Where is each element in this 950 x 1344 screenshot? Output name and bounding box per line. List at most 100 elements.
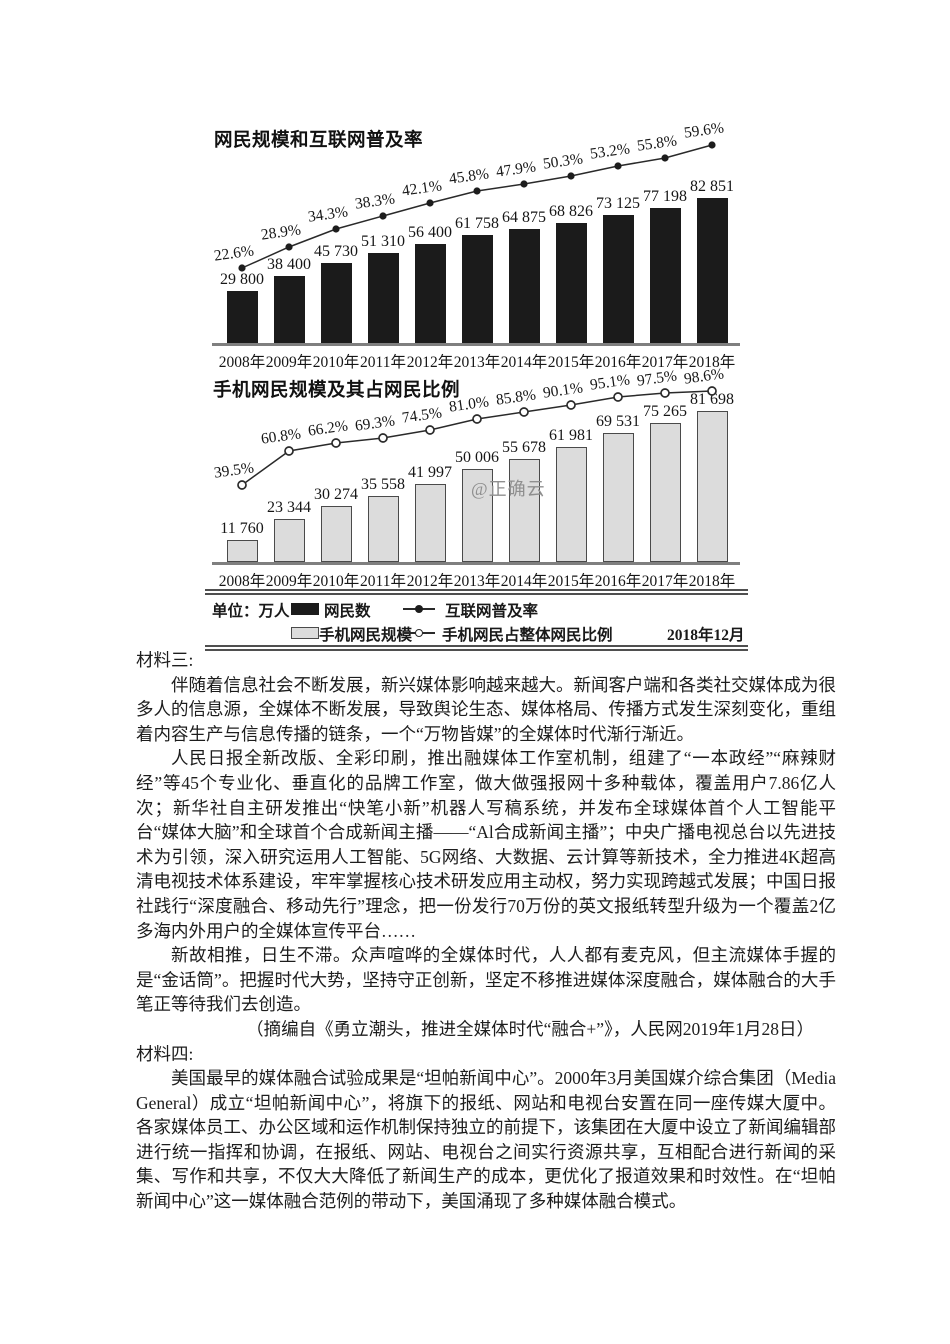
data-point-filled-dot [661,154,669,162]
legend-bottom-rule-2 [205,649,748,651]
section-heading: 材料四: [136,1043,194,1064]
bar-2014年 [508,229,540,343]
bar-2018年 [696,411,728,562]
legend-bottom-rule-1 [205,645,748,647]
year-label: 2011年 [360,354,406,371]
bar-value-label: 23 344 [267,499,311,516]
data-point-open-dot [378,433,388,443]
legend-item-label: 手机网民占整体网民比例 [442,627,613,644]
data-point-filled-dot [708,141,716,149]
line-filled-dot-swatch-icon [403,604,435,613]
data-point-open-dot [425,425,435,435]
bar-2012年 [414,244,446,343]
chart2-x-axis [212,562,740,565]
percent-label: 39.5% [212,459,255,482]
bar-value-label: 30 274 [314,486,358,503]
year-label: 2012年 [406,354,454,371]
bar-value-label: 11 760 [220,520,264,537]
paragraph: 美国最早的媒体融合试验成果是“坦帕新闻中心”。2000年3月美国媒介综合集团（M… [136,1068,836,1212]
bar-2009年 [273,276,305,343]
bar-2011年 [367,496,399,562]
bar-value-label: 82 851 [690,178,734,195]
paragraph: 人民日报全新改版、全彩印刷，推出融媒体工作室机制，组建了“一本政经”“麻辣财经”… [136,748,836,941]
bar-2017年 [649,423,681,562]
year-label: 2012年 [406,573,454,590]
data-point-filled-dot [426,199,434,207]
data-point-open-dot [284,446,294,456]
year-label: 2010年 [312,354,360,371]
year-label: 2011年 [360,573,406,590]
data-point-open-dot [237,480,247,490]
bar-2015年 [555,447,587,562]
document-text: 材料三: 伴随着信息社会不断发展，新兴媒体影响越来越大。新闻客户端和各类社交媒体成… [136,648,836,1214]
chart1-x-axis [212,343,740,346]
data-point-filled-dot [285,243,293,251]
bar-2010年 [320,506,352,562]
chart-legend: 单位：万人 网民数 互联网普及率 手机网民规模 手机网民占整体网民比例 2018… [205,589,748,653]
legend-top-rule-1 [205,589,748,591]
bar-2015年 [555,223,587,343]
data-point-open-dot [566,400,576,410]
bar-2016年 [602,433,634,562]
year-label: 2014年 [500,354,548,371]
bar-2008年 [226,540,258,562]
line-open-dot-swatch-icon [403,628,435,637]
legend-top-rule-2 [205,593,748,595]
bar-2011年 [367,253,399,343]
data-point-filled-dot [567,172,575,180]
year-label: 2018年 [688,573,736,590]
year-label: 2009年 [265,354,313,371]
paragraph: 新故相推，日生不滞。众声喧哗的全媒体时代，人人都有麦克风，但主流媒体手握的是“金… [136,945,836,1015]
year-label: 2010年 [312,573,360,590]
data-point-filled-dot [379,212,387,220]
data-point-open-dot [331,438,341,448]
unit-label: 单位：万人 [212,603,290,620]
charts-figure: 网民规模和互联网普及率 手机网民规模及其占网民比例 29 800 2008年 22.… [0,0,950,668]
data-point-open-dot [472,414,482,424]
bar-2009年 [273,519,305,562]
year-label: 2017年 [641,573,689,590]
section-heading: 材料三: [136,650,194,670]
gray-bar-swatch-icon [291,627,319,639]
data-point-filled-dot [332,225,340,233]
bar-2018年 [696,198,728,343]
bar-2017年 [649,208,681,343]
bar-2008年 [226,291,258,343]
bar-value-label: 81 698 [690,391,734,408]
legend-item-label: 网民数 [324,603,371,620]
year-label: 2017年 [641,354,689,371]
year-label: 2015年 [547,354,595,371]
year-label: 2014年 [500,573,548,590]
black-bar-swatch-icon [291,603,319,615]
year-label: 2008年 [218,354,266,371]
data-point-filled-dot [520,180,528,188]
data-point-filled-dot [473,187,481,195]
watermark: @正确云 [471,479,546,499]
bar-2016年 [602,215,634,343]
data-point-open-dot [660,388,670,398]
chart1-title: 网民规模和互联网普及率 [214,131,424,151]
data-point-filled-dot [614,162,622,170]
paragraph: 伴随着信息社会不断发展，新兴媒体影响越来越大。新闻客户端和各类社交媒体成为很多人… [136,674,836,744]
year-label: 2013年 [453,354,501,371]
year-label: 2008年 [218,573,266,590]
bar-2010年 [320,263,352,343]
year-label: 2018年 [688,354,736,371]
legend-date-label: 2018年12月 [667,627,745,644]
year-label: 2016年 [594,354,642,371]
bar-2012年 [414,484,446,562]
year-label: 2013年 [453,573,501,590]
legend-item-label: 互联网普及率 [445,603,539,620]
year-label: 2009年 [265,573,313,590]
year-label: 2016年 [594,573,642,590]
citation: （摘编自《勇立潮头，推进全媒体时代“融合+”》，人民网2019年1月28日） [246,1018,814,1039]
bar-2013年 [461,235,493,343]
bar-value-label: 29 800 [220,271,264,288]
chart2-title: 手机网民规模及其占网民比例 [213,381,461,401]
year-label: 2015年 [547,573,595,590]
data-point-open-dot [613,392,623,402]
legend-item-label: 手机网民规模 [319,627,413,644]
data-point-open-dot [519,407,529,417]
percent-label: 59.6% [682,119,725,142]
